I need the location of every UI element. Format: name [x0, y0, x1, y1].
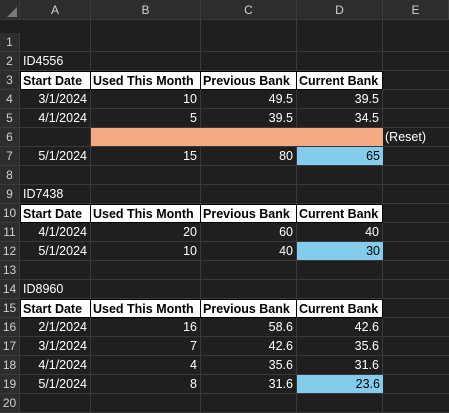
- start-date-cell[interactable]: 3/1/2024: [38, 339, 87, 353]
- row-header-6[interactable]: 6: [0, 128, 20, 147]
- current-bank-highlight-cell[interactable]: 23.6: [297, 375, 383, 393]
- grid-row: [20, 337, 449, 356]
- used-cell[interactable]: 10: [183, 244, 197, 258]
- current-bank-highlight-cell[interactable]: 30: [297, 242, 383, 260]
- header-previous-bank[interactable]: Previous Bank: [200, 204, 297, 223]
- header-current-bank[interactable]: Current Bank: [296, 71, 383, 90]
- grid-row: [20, 261, 449, 280]
- grid-row: [20, 394, 449, 413]
- previous-bank-cell[interactable]: 58.6: [268, 320, 293, 334]
- header-previous-bank[interactable]: Previous Bank: [200, 71, 297, 90]
- row-header-18[interactable]: 18: [0, 356, 20, 375]
- header-used-this-month[interactable]: Used This Month: [90, 71, 201, 90]
- row-header-20[interactable]: 20: [0, 394, 20, 413]
- group-id-cell[interactable]: ID7438: [23, 187, 64, 201]
- previous-bank-cell[interactable]: 49.5: [268, 92, 293, 106]
- start-date-cell[interactable]: 2/1/2024: [38, 320, 87, 334]
- row-header-1[interactable]: 1: [0, 33, 20, 52]
- row-header-13[interactable]: 13: [0, 261, 20, 280]
- used-cell[interactable]: 8: [190, 377, 197, 391]
- header-start-date[interactable]: Start Date: [20, 299, 91, 318]
- start-date-cell[interactable]: 4/1/2024: [38, 225, 87, 239]
- used-cell[interactable]: 5: [190, 111, 197, 125]
- group-id-cell[interactable]: ID8960: [23, 282, 64, 296]
- header-current-bank[interactable]: Current Bank: [296, 299, 383, 318]
- previous-bank-cell[interactable]: 31.6: [268, 377, 293, 391]
- grid-row: [20, 52, 449, 71]
- previous-bank-cell[interactable]: 42.6: [268, 339, 293, 353]
- reset-note[interactable]: (Reset): [385, 130, 426, 144]
- start-date-cell[interactable]: 4/1/2024: [38, 358, 87, 372]
- row-header-2[interactable]: 2: [0, 52, 20, 71]
- row-header-17[interactable]: 17: [0, 337, 20, 356]
- start-date-cell[interactable]: 3/1/2024: [38, 92, 87, 106]
- grid-row: [20, 147, 449, 166]
- grid-row: [20, 33, 449, 52]
- previous-bank-cell[interactable]: 35.6: [268, 358, 293, 372]
- grid-row: [20, 375, 449, 394]
- header-used-this-month[interactable]: Used This Month: [90, 299, 201, 318]
- grid-row: [20, 128, 449, 147]
- start-date-cell[interactable]: 5/1/2024: [38, 377, 87, 391]
- grid-row: [20, 185, 449, 204]
- previous-bank-cell[interactable]: 60: [279, 225, 293, 239]
- grid-row: [20, 90, 449, 109]
- column-header-b[interactable]: B: [91, 0, 201, 20]
- column-header-c[interactable]: C: [201, 0, 297, 20]
- current-bank-cell[interactable]: 40: [365, 225, 379, 239]
- start-date-cell[interactable]: 4/1/2024: [38, 111, 87, 125]
- current-bank-cell[interactable]: 35.6: [354, 339, 379, 353]
- column-header-a[interactable]: A: [20, 0, 91, 20]
- header-start-date[interactable]: Start Date: [20, 204, 91, 223]
- current-bank-cell[interactable]: 42.6: [354, 320, 379, 334]
- used-cell[interactable]: 15: [183, 149, 197, 163]
- grid-row: [20, 242, 449, 261]
- row-header-19[interactable]: 19: [0, 375, 20, 394]
- grid-row: [20, 166, 449, 185]
- group-id-cell[interactable]: ID4556: [23, 54, 64, 68]
- grid-row: [20, 223, 449, 242]
- current-bank-cell[interactable]: 39.5: [354, 92, 379, 106]
- previous-bank-cell[interactable]: 40: [279, 244, 293, 258]
- used-cell[interactable]: 7: [190, 339, 197, 353]
- row-header-4[interactable]: 4: [0, 90, 20, 109]
- row-header-16[interactable]: 16: [0, 318, 20, 337]
- reset-highlight-band[interactable]: [91, 128, 383, 146]
- grid-row: [20, 280, 449, 299]
- header-used-this-month[interactable]: Used This Month: [90, 204, 201, 223]
- start-date-cell[interactable]: 5/1/2024: [38, 244, 87, 258]
- column-header-e[interactable]: E: [383, 0, 449, 20]
- used-cell[interactable]: 10: [183, 92, 197, 106]
- header-start-date[interactable]: Start Date: [20, 71, 91, 90]
- row-header-11[interactable]: 11: [0, 223, 20, 242]
- row-header-12[interactable]: 12: [0, 242, 20, 261]
- row-header-14[interactable]: 14: [0, 280, 20, 299]
- header-previous-bank[interactable]: Previous Bank: [200, 299, 297, 318]
- current-bank-cell[interactable]: 31.6: [354, 358, 379, 372]
- column-header-d[interactable]: D: [297, 0, 383, 20]
- current-bank-cell[interactable]: 34.5: [354, 111, 379, 125]
- row-header-15[interactable]: 15: [0, 299, 20, 318]
- header-current-bank[interactable]: Current Bank: [296, 204, 383, 223]
- start-date-cell[interactable]: 5/1/2024: [38, 149, 87, 163]
- row-header-5[interactable]: 5: [0, 109, 20, 128]
- previous-bank-cell[interactable]: 80: [279, 149, 293, 163]
- grid-row: [20, 318, 449, 337]
- used-cell[interactable]: 20: [183, 225, 197, 239]
- grid-row: [20, 109, 449, 128]
- row-header-7[interactable]: 7: [0, 147, 20, 166]
- row-header-8[interactable]: 8: [0, 166, 20, 185]
- grid-row: [20, 356, 449, 375]
- previous-bank-cell[interactable]: 39.5: [268, 111, 293, 125]
- row-header-3[interactable]: 3: [0, 71, 20, 90]
- current-bank-highlight-cell[interactable]: 65: [297, 147, 383, 165]
- row-header-9[interactable]: 9: [0, 185, 20, 204]
- select-all-button[interactable]: [0, 0, 20, 20]
- row-header-10[interactable]: 10: [0, 204, 20, 223]
- used-cell[interactable]: 4: [190, 358, 197, 372]
- used-cell[interactable]: 16: [183, 320, 197, 334]
